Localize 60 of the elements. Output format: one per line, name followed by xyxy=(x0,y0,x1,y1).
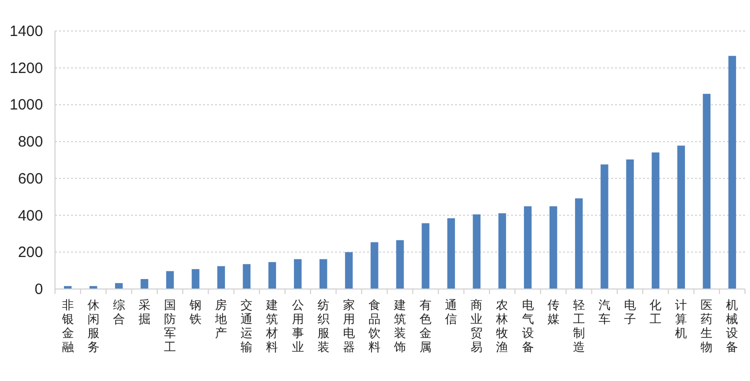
x-tick-label: 交通运输 xyxy=(240,298,253,354)
x-tick-label: 传媒 xyxy=(547,298,560,326)
x-tick-label: 公用事业 xyxy=(292,298,304,354)
bar xyxy=(115,283,123,289)
x-tick-label: 食品饮料 xyxy=(367,298,380,354)
bar xyxy=(447,218,455,289)
x-tick-label: 纺织服装 xyxy=(317,298,330,354)
x-tick-label: 建筑装饰 xyxy=(393,298,406,354)
x-tick-label: 建筑材料 xyxy=(265,298,278,354)
y-tick-label: 1000 xyxy=(10,96,43,114)
x-tick-label: 综合 xyxy=(112,298,125,326)
bar xyxy=(396,240,404,289)
bar xyxy=(677,146,685,289)
bar xyxy=(702,94,710,289)
y-tick-label: 1400 xyxy=(10,23,43,40)
bar xyxy=(320,259,328,289)
y-tick-label: 200 xyxy=(18,244,43,262)
x-tick-label: 轻工制造 xyxy=(572,298,585,354)
bar xyxy=(370,242,378,289)
y-tick-label: 400 xyxy=(18,207,43,224)
bar xyxy=(626,159,634,289)
bar xyxy=(498,213,506,289)
bar xyxy=(575,198,583,289)
x-tick-label: 电气设备 xyxy=(522,298,534,354)
bar xyxy=(217,266,225,289)
x-tick-label: 汽车 xyxy=(598,298,610,326)
x-tick-label: 有色金属 xyxy=(420,298,432,354)
x-tick-label: 电子 xyxy=(624,298,636,326)
bar xyxy=(166,271,174,289)
y-tick-label: 800 xyxy=(18,134,43,151)
y-tick-label: 1200 xyxy=(10,60,43,77)
bar xyxy=(192,269,200,289)
bar xyxy=(345,252,353,289)
x-tick-label: 机械设备 xyxy=(726,298,738,354)
bar xyxy=(140,279,148,289)
y-tick-label: 600 xyxy=(18,170,43,188)
bar xyxy=(422,223,430,289)
bar xyxy=(524,206,532,289)
bar xyxy=(294,259,302,289)
bar xyxy=(600,164,608,289)
x-tick-label: 通信 xyxy=(445,298,458,326)
bar xyxy=(550,206,558,289)
x-tick-label: 房地产 xyxy=(214,298,228,340)
x-tick-label: 商业贸易 xyxy=(470,298,483,354)
x-tick-label: 农林牧渔 xyxy=(495,298,508,354)
x-tick-label: 非银金融 xyxy=(60,298,74,354)
bar xyxy=(268,262,276,289)
bar xyxy=(242,264,250,289)
bar xyxy=(472,214,480,289)
bar xyxy=(728,56,736,289)
x-tick-label: 采掘 xyxy=(138,298,150,326)
x-tick-label: 休闲服务 xyxy=(87,298,100,354)
x-tick-label: 钢铁 xyxy=(188,298,202,326)
x-tick-label: 国防军工 xyxy=(164,298,176,354)
x-tick-label: 计算机 xyxy=(675,298,688,340)
y-tick-label: 0 xyxy=(34,281,43,298)
x-tick-label: 家用电器 xyxy=(342,298,355,354)
x-tick-label: 化工 xyxy=(650,298,662,326)
x-tick-label: 医药生物 xyxy=(700,298,713,354)
bar xyxy=(652,152,660,289)
